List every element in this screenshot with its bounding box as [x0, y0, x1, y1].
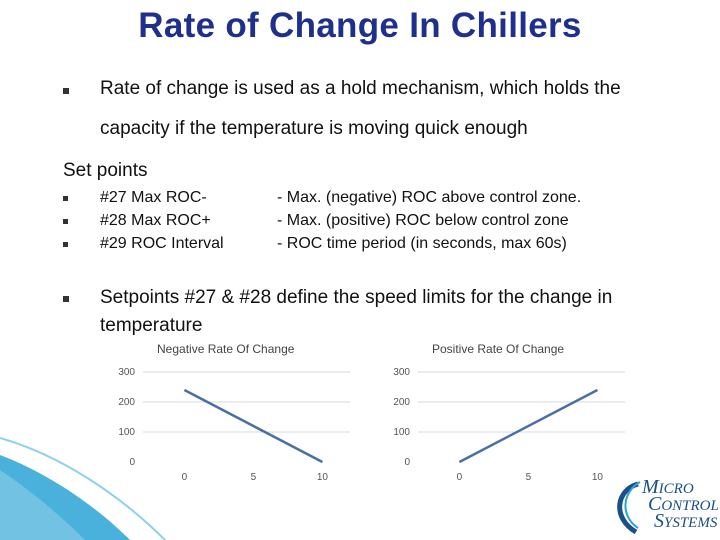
x-tick-label: 5 — [251, 472, 257, 483]
set-point-description: - ROC time period (in seconds, max 60s) — [277, 235, 567, 252]
bullet-icon — [63, 242, 68, 247]
y-tick-label: 100 — [393, 427, 410, 438]
negative-roc-chart: Negative Rate Of Change 0 100 200 300 0 5 10 — [95, 340, 360, 490]
y-tick-label: 300 — [393, 367, 410, 378]
y-tick-label: 0 — [404, 457, 410, 468]
define-text-line2: temperature — [100, 315, 203, 336]
bullet-icon — [63, 296, 69, 302]
logo-swoosh-icon — [617, 481, 641, 535]
x-tick-label: 0 — [457, 472, 463, 483]
y-tick-label: 0 — [129, 457, 135, 468]
x-tick-label: 0 — [182, 472, 188, 483]
chart-title: Negative Rate Of Change — [157, 342, 295, 356]
define-text-line1: Setpoints #27 & #28 define the speed lim… — [100, 287, 613, 308]
set-point-label: #28 Max ROC+ — [100, 212, 211, 229]
series-line — [183, 388, 323, 464]
bullet-icon — [63, 88, 69, 94]
y-tick-label: 100 — [118, 427, 135, 438]
x-tick-label: 5 — [526, 472, 532, 483]
chart-plot: 0 100 200 300 0 5 10 — [118, 367, 350, 483]
series-line — [458, 388, 598, 464]
positive-roc-chart: Positive Rate Of Change 0 100 200 300 0 5 10 — [370, 340, 635, 490]
bullet-icon — [63, 196, 68, 201]
set-point-label: #27 Max ROC- — [100, 189, 207, 206]
logo-text: MICRO CONTROL SYSTEMS — [642, 476, 719, 532]
micro-control-systems-logo: MICRO CONTROL SYSTEMS — [612, 476, 719, 538]
chart-plot: 0 100 200 300 0 5 10 — [393, 367, 625, 483]
chart-title: Positive Rate Of Change — [432, 342, 565, 356]
intro-text-line1: Rate of change is used as a hold mechani… — [100, 78, 621, 99]
set-point-description: - Max. (positive) ROC below control zone — [277, 212, 569, 229]
y-tick-label: 200 — [118, 397, 135, 408]
x-tick-label: 10 — [317, 472, 329, 483]
slide-title: Rate of Change In Chillers — [138, 6, 582, 45]
x-tick-label: 10 — [592, 472, 604, 483]
set-points-heading: Set points — [63, 160, 148, 181]
bullet-icon — [63, 219, 68, 224]
intro-text-line2: capacity if the temperature is moving qu… — [100, 118, 528, 139]
set-point-label: #29 ROC Interval — [100, 235, 224, 252]
set-point-description: - Max. (negative) ROC above control zone… — [277, 189, 582, 206]
y-tick-label: 200 — [393, 397, 410, 408]
y-tick-label: 300 — [118, 367, 135, 378]
